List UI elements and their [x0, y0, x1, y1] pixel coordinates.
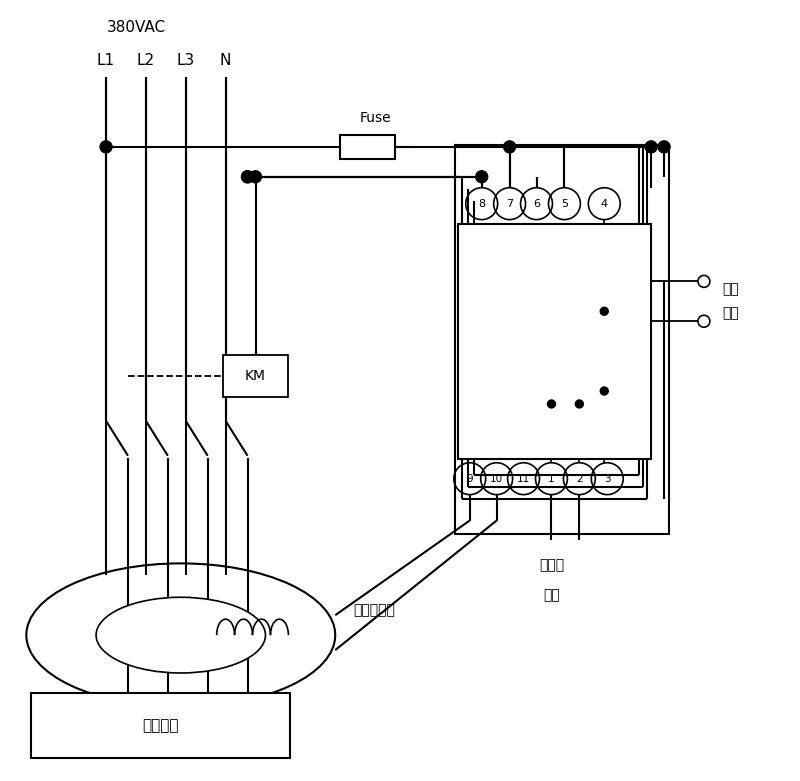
Circle shape	[658, 141, 670, 153]
Text: KM: KM	[245, 369, 266, 383]
Text: L3: L3	[177, 52, 195, 68]
Ellipse shape	[96, 597, 266, 673]
Text: 380VAC: 380VAC	[106, 20, 166, 35]
Circle shape	[250, 171, 262, 183]
FancyBboxPatch shape	[223, 355, 288, 397]
FancyBboxPatch shape	[31, 693, 290, 758]
Text: 3: 3	[604, 474, 610, 483]
Circle shape	[645, 141, 657, 153]
Text: L1: L1	[97, 52, 115, 68]
Text: 4: 4	[601, 198, 608, 209]
Text: L2: L2	[137, 52, 155, 68]
Text: 7: 7	[506, 198, 513, 209]
Text: 2: 2	[576, 474, 582, 483]
FancyBboxPatch shape	[458, 223, 651, 458]
Text: 1: 1	[548, 474, 554, 483]
Text: 5: 5	[561, 198, 568, 209]
Text: 信
號: 信 號	[494, 407, 500, 429]
Text: 信
號: 信 號	[466, 407, 473, 429]
Text: 試
驗: 試 驗	[534, 254, 540, 275]
FancyBboxPatch shape	[340, 135, 395, 159]
Text: 9: 9	[466, 474, 473, 483]
Text: 電源220V～: 電源220V～	[482, 291, 521, 300]
Circle shape	[504, 141, 515, 153]
Circle shape	[600, 307, 608, 316]
Text: 零序互感器: 零序互感器	[353, 603, 395, 617]
Text: 10: 10	[490, 474, 503, 483]
Text: 6: 6	[533, 198, 540, 209]
Text: Fuse: Fuse	[359, 111, 391, 125]
Text: L: L	[506, 254, 513, 263]
Text: 試
驗: 試 驗	[562, 254, 567, 275]
Text: 接聲光: 接聲光	[539, 558, 564, 572]
Circle shape	[600, 387, 608, 395]
Circle shape	[476, 171, 488, 183]
Text: 用戶設備: 用戶設備	[142, 718, 179, 733]
Circle shape	[100, 141, 112, 153]
Text: 8: 8	[478, 198, 486, 209]
Text: N: N	[220, 52, 231, 68]
Circle shape	[242, 171, 254, 183]
Text: 報警: 報警	[543, 588, 560, 602]
Text: 11: 11	[517, 474, 530, 483]
Circle shape	[547, 400, 555, 408]
Text: 自鎖: 自鎖	[722, 283, 738, 296]
Circle shape	[575, 400, 583, 408]
Circle shape	[242, 171, 254, 183]
Text: N: N	[478, 254, 486, 263]
Text: 開關: 開關	[722, 306, 738, 320]
